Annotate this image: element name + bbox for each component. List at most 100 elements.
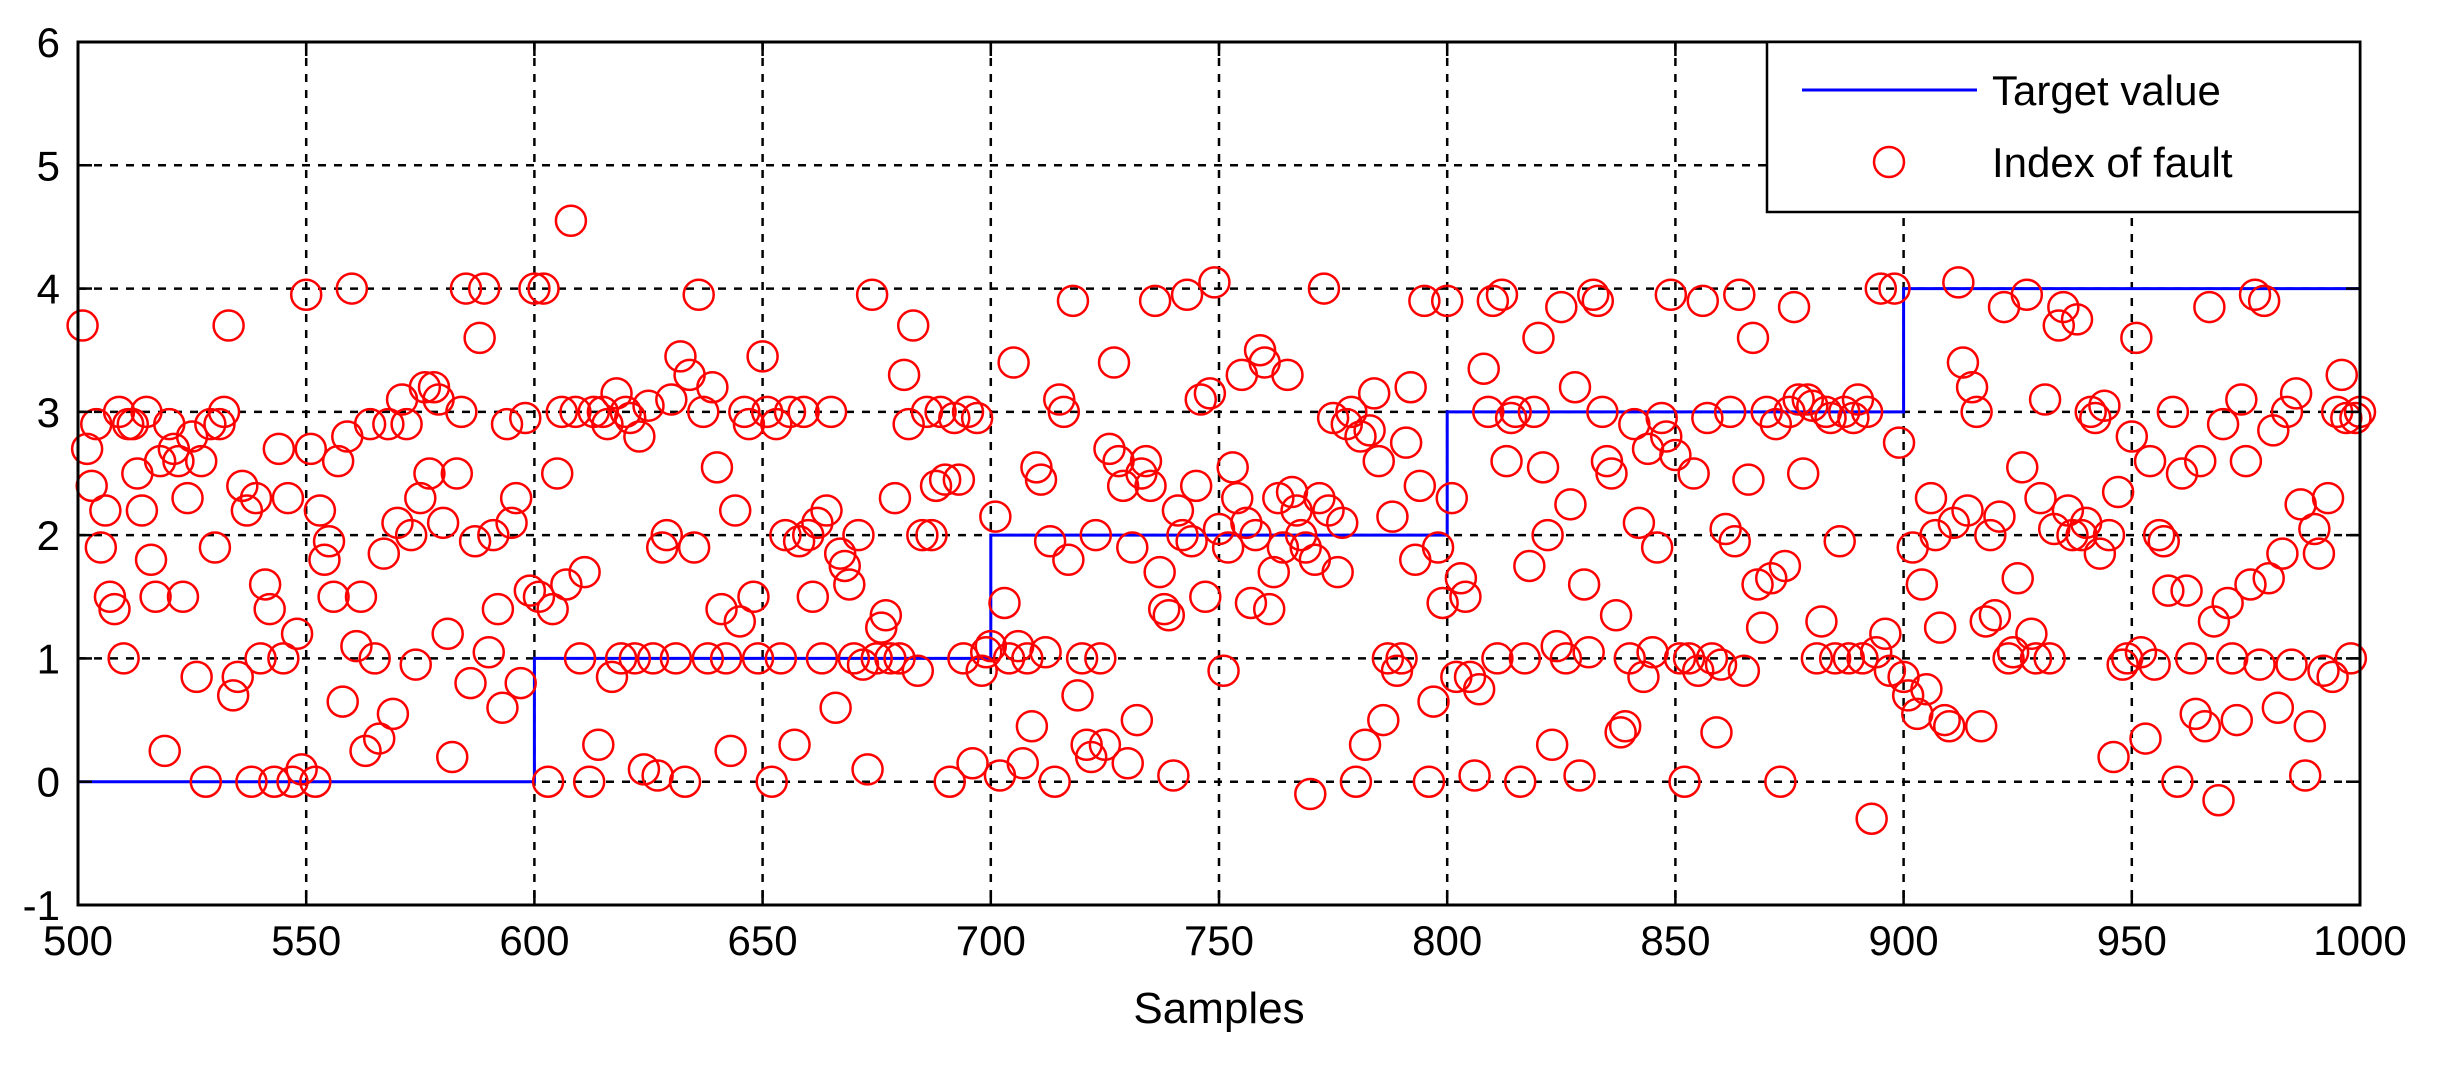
fault-index-point	[1955, 370, 1989, 404]
fault-index-point	[267, 642, 300, 675]
fault-index-point	[2133, 444, 2167, 478]
fault-index-point	[2316, 660, 2349, 694]
fault-index-point	[1526, 451, 1560, 484]
fault-index-point	[216, 679, 250, 712]
fault-index-point	[2202, 783, 2235, 817]
fault-index-point	[221, 660, 254, 694]
fault-index-point	[814, 395, 848, 429]
fault-index-point	[509, 401, 542, 435]
fault-index-point	[1065, 642, 1099, 675]
fault-index-point	[2211, 586, 2244, 620]
fault-index-point	[1138, 284, 1172, 318]
fault-index-point	[1494, 401, 1528, 435]
fault-index-point	[303, 494, 337, 527]
fault-index-point	[1645, 401, 1678, 435]
legend-label-target-value: Target value	[1992, 67, 2221, 114]
fault-index-point	[1896, 531, 1929, 564]
fault-index-point	[951, 395, 985, 429]
fault-index-point	[869, 599, 903, 632]
fault-index-point	[1216, 451, 1249, 484]
fault-index-point	[2266, 537, 2299, 570]
fault-index-point	[504, 666, 537, 700]
fault-index-point	[1175, 525, 1208, 558]
fault-index-point	[746, 340, 779, 373]
fault-index-point	[805, 642, 839, 675]
fault-index-point	[1262, 481, 1295, 515]
fault-index-point	[1572, 636, 1605, 669]
fault-index-point	[1161, 494, 1195, 527]
fault-index-point	[1805, 605, 1838, 638]
fault-index-point	[527, 272, 560, 305]
fault-index-point	[1508, 642, 1542, 675]
fault-index-point	[673, 358, 706, 392]
fault-index-point	[125, 494, 159, 527]
fault-index-point	[139, 580, 172, 614]
fault-index-point	[1408, 284, 1441, 318]
y-tick-label: 4	[37, 266, 60, 313]
fault-index-point	[1558, 370, 1592, 404]
fault-index-point	[404, 481, 437, 515]
fault-index-point	[312, 525, 346, 558]
fault-index-point	[248, 568, 282, 601]
fault-index-point	[2279, 377, 2313, 410]
fault-index-point	[431, 617, 464, 651]
fault-index-point	[1549, 642, 1583, 675]
fault-index-point	[1663, 642, 1697, 675]
fault-index-point	[107, 642, 140, 675]
fault-index-point	[2051, 494, 2085, 527]
fault-index-point	[1604, 716, 1637, 749]
fault-index-point	[855, 278, 889, 311]
fault-index-point	[490, 407, 524, 441]
fault-index-point	[1974, 518, 2007, 552]
fault-index-point	[98, 592, 131, 626]
fault-index-point	[1654, 278, 1688, 311]
fault-index-point	[769, 518, 802, 552]
fault-index-point	[1850, 395, 1884, 429]
fault-index-point	[1472, 395, 1505, 429]
fault-index-point	[1184, 383, 1217, 416]
fault-index-point	[458, 525, 492, 558]
fault-index-point	[965, 654, 998, 688]
fault-index-point	[604, 642, 638, 675]
fault-index-point	[2142, 518, 2176, 552]
fault-index-point	[613, 401, 647, 435]
fault-index-point	[390, 407, 423, 441]
fault-index-point	[1905, 568, 1939, 601]
x-tick-label: 600	[499, 917, 569, 964]
fault-index-point	[714, 734, 747, 768]
fault-index-point	[426, 506, 460, 540]
fault-index-point	[2074, 395, 2107, 429]
fault-index-point	[244, 642, 277, 675]
fault-index-point	[1371, 642, 1405, 675]
fault-index-point	[2019, 642, 2053, 675]
fault-index-point	[545, 395, 579, 429]
fault-index-point	[1348, 728, 1382, 761]
fault-index-point	[750, 395, 784, 429]
fault-index-point	[1170, 278, 1204, 311]
fault-index-point	[2206, 407, 2240, 441]
fault-index-point	[1595, 457, 1628, 490]
fault-index-point	[1221, 481, 1254, 515]
fault-index-point	[1869, 617, 1902, 651]
fault-index-point	[1627, 660, 1660, 694]
fault-index-point	[1768, 549, 1802, 583]
fault-index-point	[2307, 654, 2340, 688]
fault-index-point	[787, 395, 820, 429]
fault-index-point	[997, 346, 1030, 379]
fault-index-point	[874, 642, 907, 675]
fault-index-point	[253, 592, 286, 626]
x-tick-label: 550	[271, 917, 341, 964]
fault-index-point	[1294, 777, 1327, 811]
fault-index-point	[2115, 420, 2149, 453]
fault-index-point	[883, 642, 916, 675]
fault-index-point	[1750, 395, 1783, 429]
fault-index-point	[499, 481, 533, 515]
fault-index-point	[906, 518, 939, 552]
fault-index-point	[1353, 414, 1386, 447]
fault-index-point	[1399, 543, 1432, 577]
fault-index-point	[1946, 346, 1980, 379]
fault-index-point	[1193, 377, 1227, 410]
fault-index-point	[289, 278, 323, 311]
fault-index-point	[2015, 617, 2048, 651]
fault-index-point	[1106, 469, 1140, 503]
